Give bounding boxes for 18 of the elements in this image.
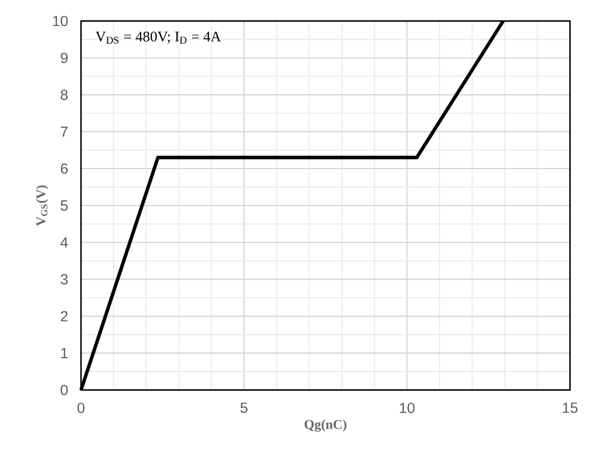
y-tick-label: 3 bbox=[60, 274, 68, 284]
y-tick-label: 10 bbox=[53, 16, 68, 26]
y-axis-title: V$_{GS}$(V) bbox=[36, 185, 48, 226]
x-tick-label: 10 bbox=[400, 402, 415, 414]
y-tick-label: 7 bbox=[60, 126, 68, 137]
y-tick-label: 0 bbox=[60, 384, 68, 396]
x-tick-label: 0 bbox=[77, 402, 84, 414]
y-tick-label: 4 bbox=[60, 237, 68, 248]
x-tick-label: 15 bbox=[562, 402, 578, 413]
x-tick-label: 5 bbox=[240, 402, 248, 413]
y-tick-label: 5 bbox=[60, 200, 68, 211]
y-tick-label: 8 bbox=[60, 90, 68, 100]
y-tick-label: 1 bbox=[61, 348, 68, 358]
y-tick-label: 6 bbox=[60, 163, 68, 174]
y-tick-label: 9 bbox=[60, 52, 68, 64]
annotation: V$_{DS}$ = 480V; I$_{D}$ = 4A bbox=[96, 32, 221, 44]
y-tick-label: 2 bbox=[60, 311, 68, 322]
x-axis-title: Qg(nC) bbox=[304, 420, 346, 432]
